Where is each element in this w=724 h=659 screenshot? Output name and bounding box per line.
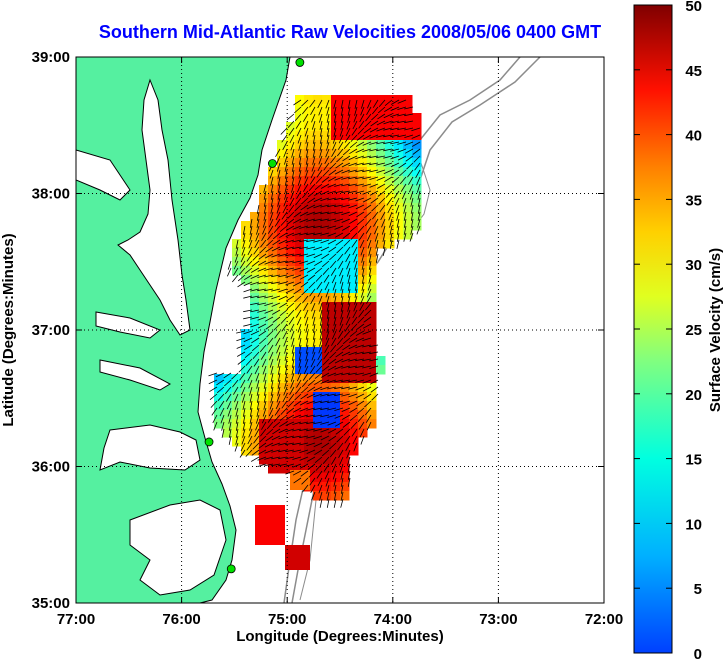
colorbar-tick-label: 5 [694,581,702,598]
colorbar-tick-label: 20 [685,387,702,404]
station-marker [295,58,305,67]
chesapeake-bay [117,78,191,336]
river-inlet [95,311,161,339]
y-tick-label: 36:00 [32,459,70,476]
pamlico-sound [129,499,227,596]
x-tick-label: 72:00 [585,611,623,628]
y-tick-label: 35:00 [32,595,70,612]
velocity-vectors [208,99,421,508]
colorbar-label: Surface Velocity (cm/s) [707,248,724,412]
y-tick-label: 38:00 [32,186,70,203]
river-inlet-2 [99,359,172,391]
albemarle-sound [99,424,201,471]
colorbar-tick-label: 45 [685,63,702,80]
y-tick-label: 37:00 [32,322,70,339]
colorbar-tick-label: 25 [685,322,702,339]
station-marker [204,437,214,447]
station-marker [226,564,236,574]
map-title: Southern Mid-Atlantic Raw Velocities 200… [98,22,602,42]
grid-lines [76,57,604,603]
colorbar-tick-label: 15 [685,452,702,469]
y-tick-label: 39:00 [32,49,70,66]
x-tick-label: 76:00 [162,611,200,628]
x-tick-label: 73:00 [479,611,517,628]
radar-stations [204,58,305,574]
colorbar [633,4,673,654]
x-tick-label: 77:00 [57,611,95,628]
station-marker [268,159,277,168]
x-tick-label: 74:00 [374,611,412,628]
x-tick-label: 75:00 [268,611,306,628]
colorbar-tick-label: 30 [685,257,702,274]
delaware-bay [76,149,131,201]
colorbar-tick-label: 50 [685,0,702,15]
colorbar-tick-label: 35 [685,192,702,209]
colorbar-tick-label: 10 [685,516,702,533]
x-axis-label: Longitude (Degrees:Minutes) [236,628,444,645]
x-axis: 77:00 76:00 75:00 74:00 73:00 72:00 [57,57,623,628]
colorbar-tick-label: 0 [694,646,702,659]
y-axis-label: Latitude (Degrees:Minutes) [0,233,17,426]
y-axis: 39:00 38:00 37:00 36:00 35:00 [32,49,604,612]
colorbar-tick-label: 40 [685,128,702,145]
